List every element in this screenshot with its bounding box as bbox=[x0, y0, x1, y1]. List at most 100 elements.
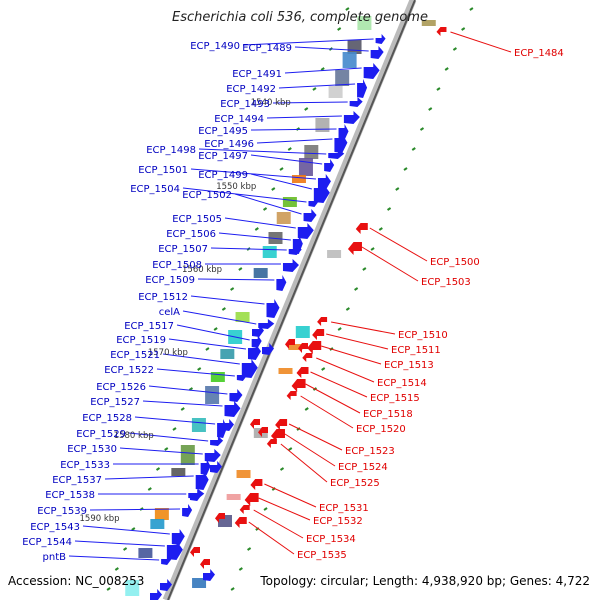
leader-line bbox=[294, 46, 369, 52]
forward-gene-arrow bbox=[150, 589, 162, 600]
leader-line bbox=[330, 321, 396, 335]
feature-band bbox=[235, 312, 250, 322]
forward-gene-arrow bbox=[308, 197, 319, 207]
tick-mark bbox=[288, 447, 293, 451]
reverse-gene-arrow bbox=[244, 493, 259, 506]
feature-band bbox=[276, 212, 291, 224]
tick-mark bbox=[337, 27, 342, 31]
forward-gene-arrow bbox=[229, 389, 243, 402]
reverse-gene-arrow bbox=[266, 439, 277, 448]
leader-line bbox=[369, 227, 428, 262]
leader-line bbox=[148, 385, 228, 395]
reverse-gene-arrow bbox=[347, 242, 362, 255]
forward-gene-arrow bbox=[282, 259, 299, 272]
tick-mark bbox=[419, 127, 425, 131]
feature-band bbox=[288, 344, 303, 350]
feature-band bbox=[236, 470, 251, 478]
tick-mark bbox=[213, 327, 218, 331]
tick-mark bbox=[452, 47, 457, 51]
tick-mark bbox=[247, 547, 252, 551]
leader-line bbox=[134, 416, 216, 425]
forward-gene-arrow bbox=[236, 371, 247, 381]
forward-gene-arrow bbox=[375, 34, 386, 44]
feature-band bbox=[262, 246, 277, 258]
reverse-gene-label: ECP_1513 bbox=[384, 360, 434, 371]
feature-band bbox=[205, 386, 220, 404]
leader-line bbox=[264, 483, 317, 508]
reverse-gene-label: ECP_1514 bbox=[377, 378, 427, 389]
forward-gene-arrow bbox=[370, 46, 384, 59]
forward-gene-label: ECP_1526 bbox=[96, 382, 146, 393]
reverse-gene-label: ECP_1510 bbox=[398, 330, 448, 341]
leader-line bbox=[250, 128, 337, 131]
leader-line bbox=[326, 333, 389, 350]
forward-gene-arrow bbox=[276, 275, 287, 291]
forward-gene-arrow bbox=[203, 569, 215, 581]
leader-lines-layer bbox=[68, 31, 512, 561]
leader-line bbox=[210, 247, 287, 251]
forward-gene-label: ECP_1490 bbox=[190, 41, 240, 52]
leader-line bbox=[250, 173, 312, 190]
feature-band bbox=[150, 519, 165, 529]
tick-mark bbox=[131, 527, 136, 531]
leader-line bbox=[288, 423, 343, 451]
forward-gene-label: ECP_1498 bbox=[146, 145, 196, 156]
forward-gene-arrow bbox=[171, 529, 185, 545]
feature-band bbox=[347, 40, 362, 54]
leader-line bbox=[256, 138, 333, 144]
genome-title: Escherichia coli 536, complete genome bbox=[172, 10, 428, 25]
reverse-gene-arrow bbox=[239, 505, 250, 514]
leader-line bbox=[284, 433, 336, 467]
forward-gene-arrow bbox=[258, 319, 275, 329]
feature-band bbox=[315, 118, 330, 132]
tick-mark bbox=[238, 267, 243, 271]
forward-gene-label: ECP_1537 bbox=[52, 475, 102, 486]
forward-gene-label: ECP_1529 bbox=[76, 429, 126, 440]
forward-gene-arrow bbox=[266, 299, 280, 318]
reverse-gene-arrow bbox=[250, 419, 260, 429]
tick-mark bbox=[444, 67, 449, 71]
tick-mark bbox=[304, 107, 309, 111]
reverse-gene-label: ECP_1523 bbox=[345, 446, 395, 457]
reverse-gene-arrow bbox=[270, 429, 285, 442]
reverse-gene-arrow bbox=[291, 379, 306, 392]
tick-mark bbox=[172, 427, 177, 431]
reverse-gene-label: ECP_1525 bbox=[330, 478, 380, 489]
forward-gene-label: ECP_1491 bbox=[232, 69, 282, 80]
feature-band bbox=[191, 418, 206, 432]
forward-gene-arrow bbox=[338, 124, 349, 140]
reverse-gene-label: ECP_1520 bbox=[356, 424, 406, 435]
reverse-gene-label: ECP_1515 bbox=[370, 393, 420, 404]
forward-gene-label: ECP_1504 bbox=[130, 184, 180, 195]
reverse-gene-arrow bbox=[234, 517, 247, 528]
tick-mark bbox=[180, 407, 185, 411]
forward-gene-label: ECP_1499 bbox=[198, 170, 248, 181]
feature-band bbox=[327, 250, 342, 258]
reverse-gene-label: ECP_1518 bbox=[363, 409, 413, 420]
scale-label: 1550 kbp bbox=[216, 182, 256, 192]
leader-line bbox=[190, 168, 316, 180]
forward-gene-label: ECP_1497 bbox=[198, 151, 248, 162]
reverse-gene-label: ECP_1534 bbox=[306, 534, 356, 545]
tick-mark bbox=[436, 87, 441, 91]
tick-mark bbox=[428, 107, 433, 111]
scale-label: 1580 kbp bbox=[114, 431, 154, 441]
tick-mark bbox=[354, 287, 359, 291]
backbone bbox=[162, 0, 417, 600]
leader-line bbox=[258, 497, 311, 521]
tick-mark bbox=[221, 307, 226, 311]
tick-mark bbox=[263, 507, 268, 511]
forward-gene-label: ECP_1528 bbox=[82, 413, 132, 424]
leader-line bbox=[316, 357, 375, 383]
scale-label: 1560 kbp bbox=[182, 265, 222, 275]
feature-band bbox=[304, 145, 319, 159]
leader-line bbox=[198, 148, 327, 155]
tick-mark bbox=[262, 207, 268, 211]
tick-mark bbox=[197, 367, 202, 371]
forward-gene-arrow bbox=[210, 461, 222, 473]
reverse-gene-label: ECP_1500 bbox=[430, 257, 480, 268]
feature-band bbox=[295, 326, 310, 338]
tick-mark bbox=[279, 467, 285, 471]
forward-gene-arrow bbox=[160, 579, 172, 591]
leader-line bbox=[182, 310, 257, 325]
